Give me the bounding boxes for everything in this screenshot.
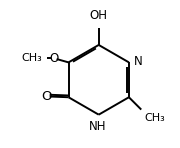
Text: O: O	[49, 52, 59, 65]
Text: CH₃: CH₃	[144, 113, 165, 123]
Text: CH₃: CH₃	[22, 53, 42, 63]
Text: OH: OH	[90, 9, 108, 22]
Text: NH: NH	[89, 120, 107, 133]
Text: O: O	[41, 90, 51, 103]
Text: N: N	[134, 55, 143, 68]
